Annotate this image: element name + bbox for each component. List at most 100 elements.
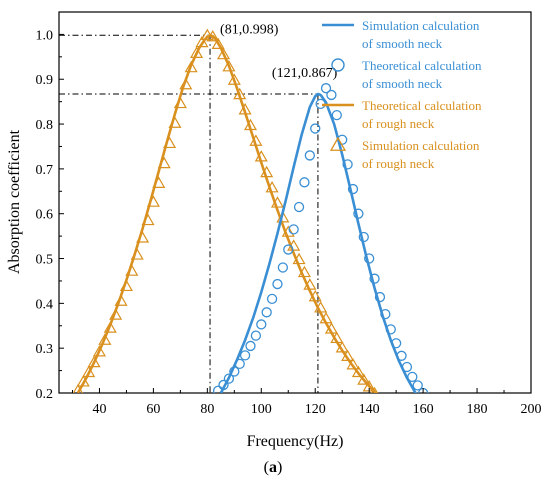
data-point-triangle [157,156,171,169]
peak-annotation-label: (81,0.998) [220,22,279,37]
legend-label: Simulation calculation [362,18,480,33]
data-point-circle [353,208,364,219]
data-point-circle [304,150,315,161]
data-point-triangle [265,180,279,193]
y-tick-label: 0.4 [36,297,54,312]
x-axis: 40 60 80 100 120 140 160 180 200 [71,388,542,417]
data-point-triangle [341,349,355,361]
data-point-triangle [130,248,144,260]
series-layer [72,28,429,410]
data-point-circle [234,358,245,370]
data-point-circle [358,231,369,243]
annotation-labels: (81,0.998) (121,0.867) [220,22,338,81]
data-point-circle [218,379,229,391]
data-point-triangle [281,225,295,237]
y-tick-label: 0.8 [36,118,54,133]
data-point-circle [277,262,289,273]
data-point-triangle [243,118,258,131]
data-point-circle [369,273,380,284]
data-point-circle [320,83,332,94]
x-tick-label: 200 [521,402,542,417]
panel-label-open: ( [264,459,269,476]
data-point-circle [347,183,359,195]
data-point-circle [401,361,413,373]
data-point-triangle [227,73,241,85]
y-tick-label: 0.2 [36,387,54,402]
data-point-circle [256,319,267,330]
data-point-triangle [146,195,160,207]
series-line [219,92,418,393]
data-point-triangle [270,196,285,208]
legend-label: of rough neck [362,116,435,131]
data-point-triangle [179,77,193,90]
data-point-triangle [141,213,155,226]
data-point-triangle [314,301,328,313]
legend-item: Theoretical calculation of rough neck [322,98,482,131]
data-point-circle [396,350,407,361]
legend-item: Simulation calculation of rough neck [329,136,480,171]
data-point-circle [331,109,342,121]
data-point-circle [380,308,391,320]
data-point-triangle [114,294,128,306]
x-tick-label: 180 [467,402,488,417]
data-point-triangle [330,331,344,344]
legend-swatch-circle [331,58,345,72]
x-tick-label: 40 [92,402,106,417]
data-point-triangle [195,35,209,48]
data-point-circle [272,278,283,290]
data-point-triangle [206,29,220,42]
y-tick-label: 0.5 [36,253,54,268]
y-axis: 0.2 0.3 0.4 0.5 0.6 0.7 0.8 0.9 1.0 [36,11,64,402]
legend-label: Theoretical calculation [362,58,482,73]
data-point-triangle [297,265,311,278]
data-point-circle [283,244,294,255]
data-point-triangle [351,365,365,378]
series-1 [212,83,429,393]
y-tick-label: 0.9 [36,73,54,88]
legend-swatch-triangle [329,136,347,151]
data-point-triangle [380,400,391,410]
data-point-circle [390,338,402,349]
data-point-triangle [119,279,133,292]
x-tick-label: 160 [413,402,434,417]
panel-label: (a) [264,459,283,476]
annotation-guides [59,34,319,393]
data-point-circle [385,324,396,335]
plot-area-frame [58,11,532,394]
x-tick-label: 60 [146,402,160,417]
data-point-triangle [346,358,360,370]
data-point-circle [223,373,235,384]
data-point-triangle [357,373,371,385]
data-point-circle [239,350,251,361]
peak-annotation-label: (121,0.867) [272,66,338,81]
data-point-triangle [222,59,236,72]
data-point-triangle [92,345,106,357]
data-point-triangle [184,60,198,73]
series-3 [72,28,391,410]
data-point-triangle [168,116,182,128]
data-point-triangle [136,231,150,243]
data-point-triangle [370,386,379,393]
data-point-triangle [82,365,96,378]
legend-item: Theoretical calculation of smooth neck [331,58,482,91]
data-point-triangle [319,311,333,324]
data-point-circle [407,371,418,383]
data-point-triangle [238,103,252,115]
data-point-circle [250,330,262,341]
data-point-triangle [76,375,90,387]
data-point-circle [229,366,240,377]
data-point-circle [266,293,278,305]
data-point-triangle [249,134,263,146]
data-point-triangle [324,322,338,334]
legend-label: Simulation calculation [362,138,480,153]
data-point-circle [310,123,321,134]
legend-label: of smooth neck [362,76,443,91]
data-point-circle [299,177,310,188]
y-tick-label: 0.7 [36,163,54,178]
data-point-triangle [233,87,247,100]
series-0 [219,92,418,393]
data-point-triangle [211,37,225,49]
data-point-triangle [173,96,187,109]
